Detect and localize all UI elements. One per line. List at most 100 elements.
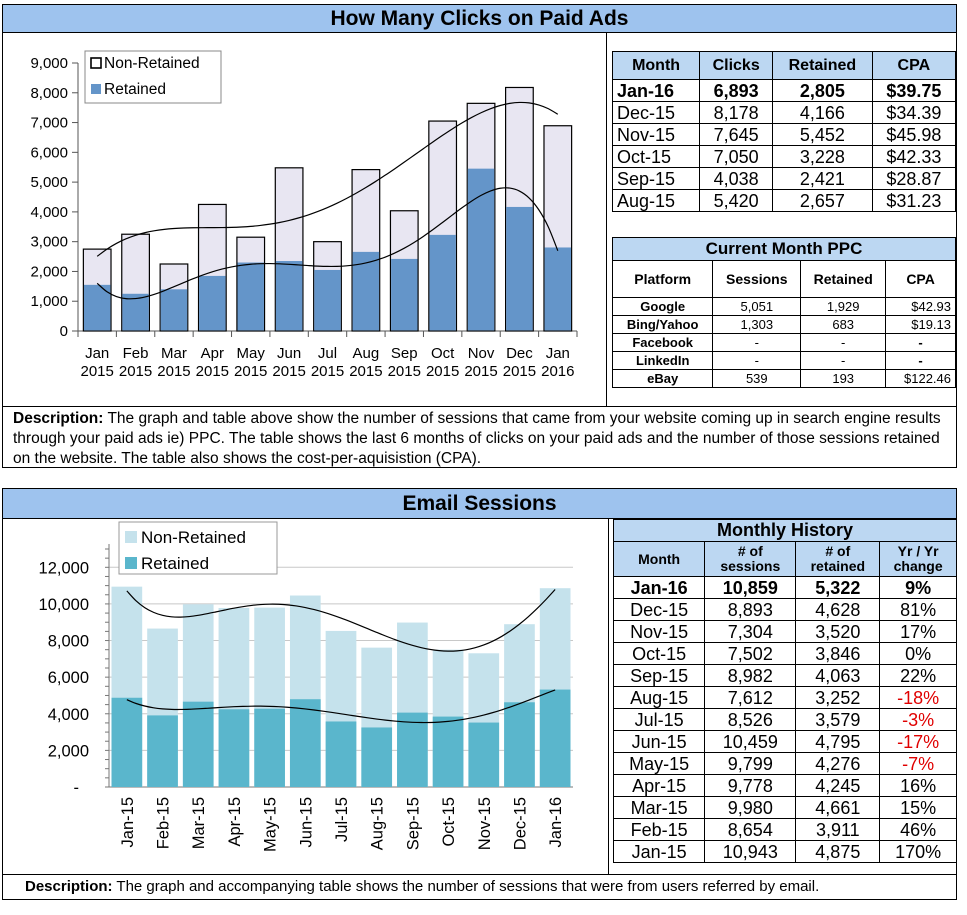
clicks-table-cell: 8,178 [699, 101, 774, 124]
bar-retained [361, 727, 393, 787]
email-history-header: Month [612, 541, 706, 577]
email-history-cell: 5,322 [795, 576, 881, 599]
ppc-header: Retained [800, 260, 887, 298]
x-tick-label: 2015 [196, 363, 229, 380]
y-tick-label: 9,000 [30, 55, 68, 72]
x-tick-label: Apr-15 [226, 797, 244, 847]
clicks-table-header: CPA [871, 51, 957, 80]
x-tick-label: Dec [506, 345, 533, 362]
x-tick-label: Jan-16 [547, 797, 565, 847]
email-chart: 2,000 4,000 6,000 8,000 10,000 12,000 - Jan-15 F… [39, 521, 573, 852]
clicks-table-body: Jan-16 6,893 2,805 $39.75 Dec-15 8,178 4,166 $3… [611, 79, 957, 212]
clicks-table-row: Oct-15 7,050 3,228 $42.33 [611, 145, 957, 168]
email-history-cell: 3,520 [795, 620, 881, 643]
email-history-header-line: # of [825, 543, 851, 559]
bar-retained [218, 709, 250, 787]
email-history-cell: 0% [879, 642, 957, 665]
x-tick-label: Jan-15 [119, 797, 137, 847]
email-history-cell: 9,778 [704, 774, 797, 797]
email-history-cell: 4,063 [795, 664, 881, 687]
ppc-table-cell: 1,929 [800, 297, 887, 316]
email-history-row: Dec-15 8,893 4,628 81% [612, 598, 957, 621]
y-tick-label: 2,000 [48, 742, 89, 760]
bar-retained [182, 701, 214, 787]
email-history-cell: 10,859 [704, 576, 797, 599]
x-tick-label: 2015 [349, 363, 382, 380]
bar-retained [83, 284, 111, 331]
bar-retained [325, 721, 357, 787]
y-tick-label: 7,000 [30, 115, 68, 132]
email-history-header: # of sessions [704, 541, 797, 577]
email-history-row: Aug-15 7,612 3,252 -18% [612, 686, 957, 709]
legend-label-non-retained: Non-Retained [141, 528, 246, 547]
trendline-retained [126, 689, 556, 724]
email-history-header: Yr / Yr change [879, 541, 957, 577]
clicks-table-row: Jan-16 6,893 2,805 $39.75 [611, 79, 957, 102]
clicks-table-cell: 2,657 [772, 189, 873, 212]
ppc-table-cell: $42.93 [885, 297, 956, 316]
email-history-cell: 3,252 [795, 686, 881, 709]
email-history-cell: 3,579 [795, 708, 881, 731]
clicks-table-row: Dec-15 8,178 4,166 $34.39 [611, 101, 957, 124]
x-tick-label: 2015 [157, 363, 190, 380]
y-tick-label: 2,000 [30, 263, 68, 280]
ppc-table-cell: - [712, 333, 802, 352]
x-tick-label: Aug-15 [369, 797, 387, 850]
email-history-cell: 9,799 [704, 752, 797, 775]
bar-retained [275, 261, 303, 331]
legend-swatch-non-retained [125, 531, 137, 543]
email-history-header-line: Yr / Yr [897, 543, 939, 559]
clicks-table-cell: Aug-15 [611, 189, 701, 212]
clicks-table-cell: Sep-15 [611, 167, 701, 190]
ppc-table-cell: 539 [712, 369, 802, 388]
ppc-table-row: Google 5,051 1,929 $42.93 [611, 297, 956, 316]
email-history-cell: 9% [879, 576, 957, 599]
email-history-header-row: Month # of sessions # of retained Yr / Yr chan… [612, 541, 957, 577]
bar-retained [289, 699, 321, 787]
ppc-table-cell: 1,303 [712, 315, 802, 334]
x-tick-label: 2015 [426, 363, 459, 380]
ppc-table-row: eBay 539 193 $122.46 [611, 369, 956, 388]
clicks-table-cell: $45.98 [871, 123, 957, 146]
email-history-cell: Mar-15 [612, 796, 706, 819]
ppc-header: CPA [885, 260, 956, 298]
x-tick-label: Mar [161, 345, 187, 362]
email-history-header-line: retained [810, 558, 866, 574]
bar-retained [160, 289, 188, 331]
y-tick-label: 4,000 [30, 204, 68, 221]
ppc-table-cell: - [712, 351, 802, 370]
paid-ads-chart: 0 1,000 2,000 3,000 4,000 5,000 6,000 7,000 8,00… [30, 50, 578, 380]
email-history-cell: -3% [879, 708, 957, 731]
x-tick-label: Nov-15 [476, 797, 494, 850]
ppc-table: Current Month PPC Platform Sessions Reta… [611, 237, 956, 388]
clicks-table-cell: 5,452 [772, 123, 873, 146]
email-history-cell: 7,304 [704, 620, 797, 643]
bar-retained [429, 234, 456, 331]
trendline-retained [96, 187, 559, 300]
email-history-header-line: change [893, 558, 943, 574]
ppc-table-cell: - [800, 351, 887, 370]
email-history-cell: 10,943 [704, 840, 797, 863]
description-text: The graph and table above show the numbe… [13, 410, 941, 467]
clicks-table-cell: 5,420 [699, 189, 774, 212]
paid-ads-chart-area: 0 1,000 2,000 3,000 4,000 5,000 6,000 7,000 8,00… [3, 33, 607, 407]
email-history-cell: 4,628 [795, 598, 881, 621]
email-history-row: Sep-15 8,982 4,063 22% [612, 664, 957, 687]
x-tick-label: Jul [318, 345, 337, 362]
x-tick-label: Nov [468, 345, 495, 362]
bar-retained [468, 722, 500, 787]
email-history-row: Jun-15 10,459 4,795 -17% [612, 730, 957, 753]
x-tick-label: Sep [391, 345, 418, 362]
clicks-table-header: Retained [772, 51, 873, 80]
email-history-cell: 15% [879, 796, 957, 819]
email-history-header-line: sessions [720, 558, 781, 574]
ppc-table-cell: Bing/Yahoo [611, 315, 714, 334]
y-tick-label: 12,000 [39, 559, 89, 577]
clicks-table-cell: $28.87 [871, 167, 957, 190]
y-tick-label: 6,000 [30, 144, 68, 161]
email-panel: Email Sessions 2,000 4,000 6,000 8,000 10,00… [2, 488, 957, 900]
email-history-cell: 4,875 [795, 840, 881, 863]
email-history-cell: 16% [879, 774, 957, 797]
ppc-table-cell: - [800, 333, 887, 352]
x-tick-label: Feb-15 [155, 797, 173, 849]
